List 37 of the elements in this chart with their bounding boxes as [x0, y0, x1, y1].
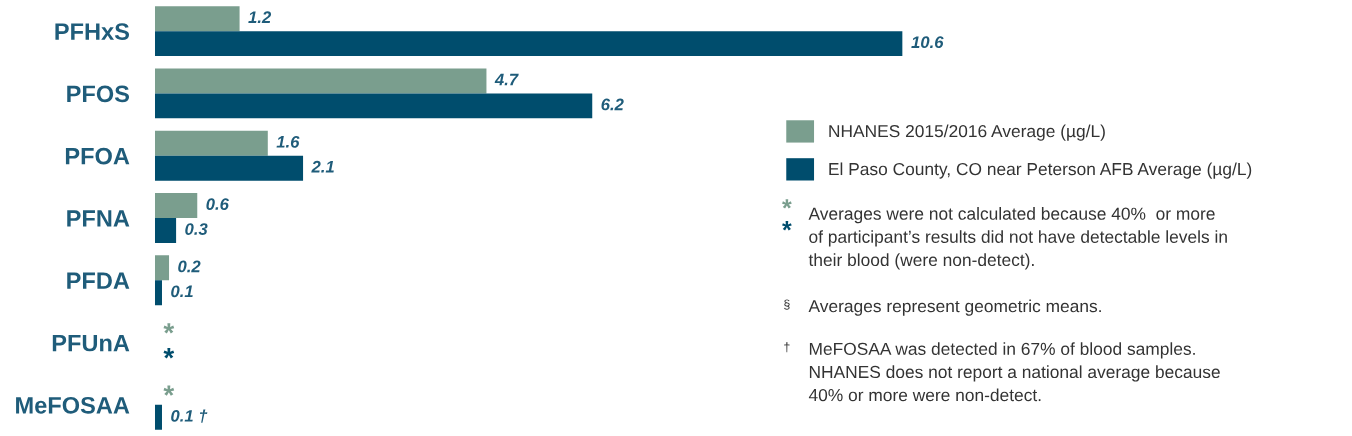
y-tick-label: PFOS: [67, 85, 130, 103]
y-tick-label: PFDA: [67, 272, 130, 289]
text: *: [163, 323, 175, 334]
bar: [154, 155, 304, 181]
bar: [154, 31, 903, 57]
data-label: 1.6: [276, 135, 300, 148]
data-label: 2.1: [311, 160, 334, 173]
data-label: 0.2: [178, 260, 201, 273]
y-tick-label: PFHxS: [55, 23, 130, 40]
y-tick-label: PFUnA: [52, 334, 130, 352]
text: † MeFOSAA was detected in 67% of blood samples. NHANES does not report a national average because 40% or more were non-detect.: [784, 342, 1220, 402]
text: § Averages represent geometric means.: [784, 299, 1101, 316]
data-label: 0.1 †: [171, 409, 208, 423]
bar: [154, 93, 593, 119]
bar: [154, 404, 162, 430]
text: *: [163, 385, 175, 396]
data-label: 0.3: [185, 223, 208, 235]
y-tick-label: MeFOSAA: [16, 396, 130, 414]
bar: [154, 130, 268, 156]
data-label: 4.7: [494, 73, 519, 86]
bar: [154, 68, 487, 94]
annotation: ** Averages were not calculated because 40% or more of participant’s results did not have detectable levels in their blood (were non-detect).: [782, 199, 1227, 270]
bar: [154, 255, 170, 281]
text: *: [163, 348, 175, 359]
bar: [154, 6, 240, 32]
data-label: 6.2: [601, 98, 624, 111]
data-label: 10.6: [911, 36, 944, 49]
data-label: 0.6: [206, 198, 229, 211]
bar: [154, 193, 198, 218]
bar: [154, 280, 162, 306]
bar: [154, 218, 177, 243]
y-tick-label: PFOA: [65, 147, 130, 165]
data-label: 0.1: [171, 285, 193, 298]
y-tick-label: PFNA: [67, 210, 130, 227]
data-label: 1.2: [248, 11, 272, 23]
legend-label: El Paso County, CO near Peterson AFB Average (µg/L): [829, 162, 1252, 179]
legend-label: NHANES 2015/2016 Average (µg/L): [829, 124, 1105, 141]
